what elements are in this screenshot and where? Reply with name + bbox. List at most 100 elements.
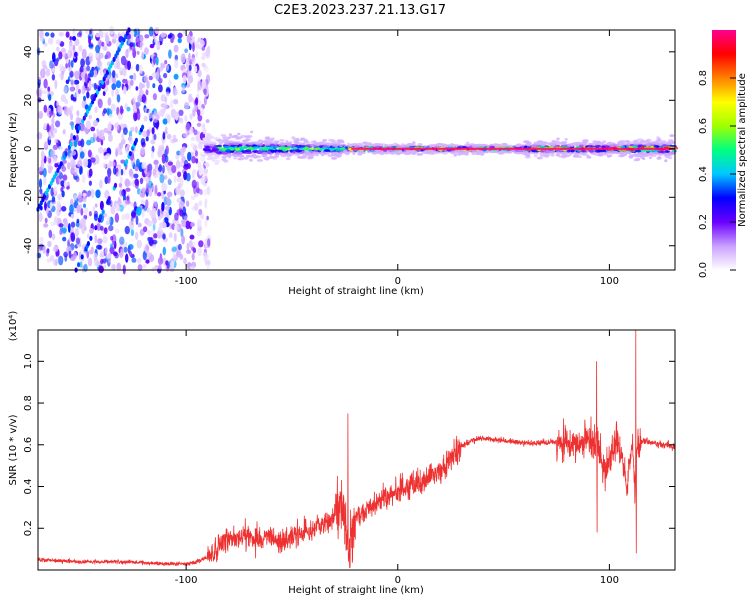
noise-speck bbox=[202, 252, 208, 257]
carrier-speck bbox=[208, 145, 216, 149]
carrier-speck bbox=[388, 143, 394, 147]
noise-speck bbox=[35, 88, 42, 97]
noise-speck bbox=[63, 105, 68, 115]
noise-speck bbox=[47, 240, 52, 248]
noise-speck bbox=[161, 190, 165, 200]
noise-speck bbox=[186, 34, 191, 44]
carrier-speck bbox=[222, 136, 229, 140]
noise-speck bbox=[145, 259, 150, 264]
noise-speck bbox=[102, 162, 107, 169]
noise-speck bbox=[147, 229, 151, 236]
noise-speck bbox=[106, 107, 110, 116]
carrier-speck bbox=[579, 152, 586, 156]
carrier-speck bbox=[628, 155, 634, 158]
y-tick-label: -40 bbox=[23, 238, 34, 254]
carrier-speck bbox=[310, 140, 316, 144]
carrier-speck bbox=[665, 153, 673, 157]
noise-speck bbox=[137, 222, 142, 228]
noise-speck bbox=[186, 57, 189, 62]
noise-speck bbox=[88, 56, 93, 63]
carrier-speck bbox=[646, 138, 652, 142]
noise-speck bbox=[53, 186, 57, 194]
carrier-speck bbox=[250, 154, 255, 158]
noise-speck bbox=[102, 90, 106, 96]
carrier-speck bbox=[297, 141, 302, 145]
noise-speck bbox=[132, 46, 136, 54]
noise-speck bbox=[70, 256, 76, 262]
noise-speck bbox=[114, 121, 120, 131]
noise-speck bbox=[116, 94, 121, 103]
carrier-speck bbox=[215, 137, 220, 141]
colorbar-tick-label: 0.8 bbox=[698, 70, 709, 86]
carrier-speck bbox=[336, 139, 344, 143]
noise-speck bbox=[120, 248, 125, 254]
noise-speck bbox=[85, 29, 89, 35]
noise-speck bbox=[184, 215, 188, 222]
spectrogram-xlabel: Height of straight line (km) bbox=[288, 286, 424, 297]
carrier-speck bbox=[407, 151, 413, 155]
carrier-speck bbox=[642, 144, 647, 148]
carrier-speck bbox=[265, 157, 270, 161]
noise-speck bbox=[125, 146, 128, 155]
noise-speck bbox=[125, 253, 129, 263]
noise-speck bbox=[89, 69, 94, 78]
noise-speck bbox=[61, 70, 65, 76]
carrier-speck bbox=[416, 153, 424, 156]
noise-speck bbox=[94, 203, 98, 208]
noise-speck bbox=[135, 86, 139, 91]
noise-speck bbox=[42, 65, 48, 70]
noise-speck bbox=[119, 66, 123, 76]
noise-speck bbox=[152, 168, 157, 176]
noise-speck bbox=[186, 60, 190, 70]
noise-speck bbox=[198, 200, 203, 207]
carrier-speck bbox=[320, 152, 328, 156]
noise-speck bbox=[158, 146, 163, 156]
carrier-speck bbox=[221, 151, 229, 155]
noise-speck bbox=[69, 152, 73, 162]
noise-speck bbox=[56, 57, 60, 62]
noise-speck bbox=[130, 79, 134, 86]
noise-speck bbox=[173, 44, 179, 53]
carrier-speck bbox=[493, 143, 498, 147]
noise-speck bbox=[147, 109, 153, 119]
carrier-speck bbox=[233, 156, 237, 160]
noise-speck bbox=[59, 229, 63, 235]
noise-speck bbox=[61, 165, 67, 172]
carrier-speck bbox=[581, 149, 587, 153]
carrier-speck bbox=[439, 143, 447, 147]
noise-speck bbox=[162, 246, 166, 256]
carrier-speck bbox=[354, 145, 359, 149]
noise-speck bbox=[58, 172, 64, 180]
noise-speck bbox=[150, 227, 154, 237]
noise-speck bbox=[195, 158, 199, 164]
carrier-speck bbox=[606, 150, 613, 154]
carrier-speck bbox=[250, 130, 254, 134]
noise-speck bbox=[200, 56, 206, 60]
noise-speck bbox=[78, 89, 81, 94]
noise-speck bbox=[76, 110, 80, 117]
carrier-speck bbox=[220, 134, 227, 137]
noise-speck bbox=[158, 263, 162, 270]
noise-speck bbox=[93, 252, 98, 262]
noise-speck bbox=[183, 133, 189, 138]
colorbar-tick-label: 0.2 bbox=[698, 214, 709, 230]
noise-speck bbox=[151, 217, 158, 224]
carrier-speck bbox=[213, 144, 217, 148]
carrier-speck bbox=[214, 159, 221, 163]
noise-speck bbox=[126, 144, 130, 149]
noise-speck bbox=[187, 75, 194, 84]
spectrogram-ticks: -100 0 100 40 20 0 -20 -40 bbox=[23, 30, 675, 287]
noise-speck bbox=[193, 169, 197, 175]
carrier-speck bbox=[277, 149, 283, 153]
carrier-speck bbox=[615, 144, 619, 148]
noise-speck bbox=[77, 140, 83, 147]
noise-speck bbox=[118, 182, 123, 188]
carrier-speck bbox=[214, 162, 220, 165]
carrier-speck bbox=[315, 151, 319, 155]
carrier-speck bbox=[480, 152, 485, 155]
carrier-speck bbox=[546, 150, 554, 154]
noise-speck bbox=[110, 205, 116, 215]
noise-speck bbox=[45, 207, 49, 215]
noise-speck bbox=[163, 175, 168, 180]
noise-speck bbox=[172, 134, 177, 139]
